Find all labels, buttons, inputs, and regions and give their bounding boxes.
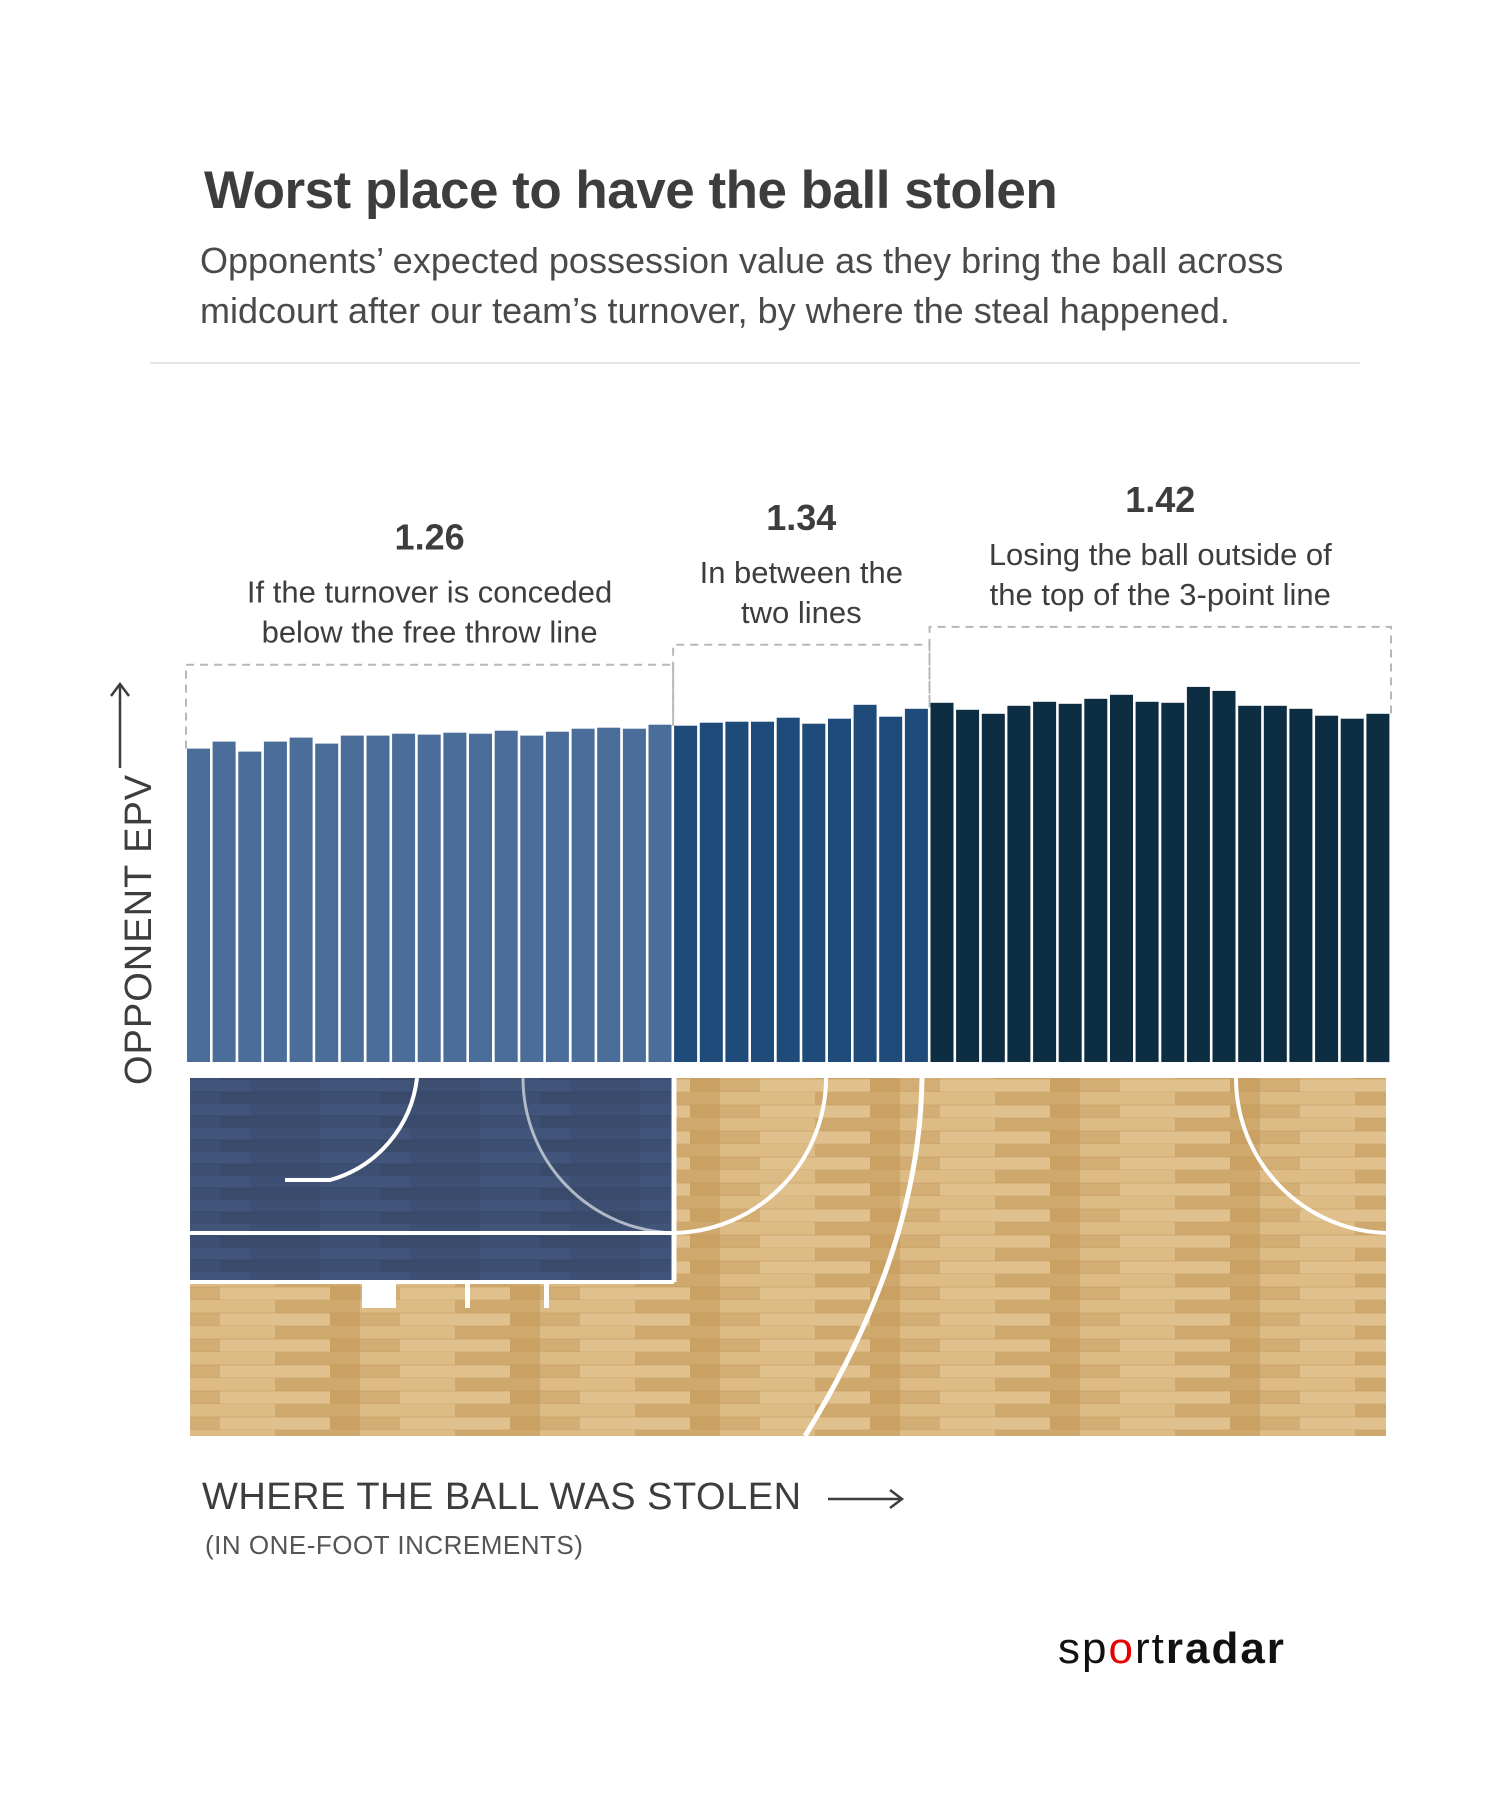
bar [1340,718,1364,1062]
x-arrow-icon [828,1489,905,1509]
zone-brackets [185,625,1392,749]
x-axis-note: (IN ONE-FOOT INCREMENTS) [205,1530,584,1560]
header-divider [150,362,1360,364]
bar [340,735,364,1062]
bar [366,735,390,1062]
logo-part-o: o [1108,1624,1135,1673]
bar [1238,705,1262,1062]
bar [648,724,672,1062]
zone-labels: below the free throw line If the turnover… [247,479,1332,650]
zone-label-line1: If the turnover is conceded [247,575,612,610]
chart-title: Worst place to have the ball stolen [204,161,1058,220]
bar [289,737,313,1062]
sportradar-logo: sportradar [1058,1624,1286,1674]
ft-circle-inner [521,1077,675,1235]
bar [956,709,980,1062]
bar [1058,703,1082,1062]
bar [904,708,928,1062]
bar [1135,701,1159,1062]
three-point-line [802,1077,925,1438]
zone-value-label: 1.26 [395,517,465,558]
bar [828,718,851,1062]
chart-subtitle: Opponents’ expected possession value as … [200,240,1284,331]
bar [1315,715,1339,1062]
bar [622,728,646,1062]
zone-label-line2: the top of the 3-point line [990,577,1331,612]
bar [443,732,467,1062]
center-circle [1234,1077,1387,1235]
y-arrow-icon [110,681,130,768]
bar [751,721,774,1062]
bar [1110,694,1133,1062]
bar [1263,705,1287,1062]
lane-hash [465,1282,470,1308]
basketball-court [190,1077,1387,1438]
bar [1161,702,1185,1062]
bar [469,733,492,1062]
zone-value-label: 1.34 [766,497,836,538]
bar [520,735,544,1062]
zone-bracket [928,625,1392,714]
zone-label-line2: two lines [741,595,862,630]
logo-part-rt: rt [1134,1624,1166,1673]
ft-circle-outer [673,1077,828,1235]
zone-bracket [185,663,675,749]
bar [494,730,518,1062]
logo-part-sp: sp [1058,1624,1109,1673]
bar [853,704,877,1062]
painted-lane [190,1078,674,1282]
restricted-arc [285,1077,419,1182]
bar [725,721,749,1062]
logo-part-radar: radar [1165,1624,1286,1673]
bar [392,733,416,1062]
bar [879,716,903,1062]
bar [315,743,339,1062]
bar [776,717,800,1062]
bar [981,713,1005,1063]
bar [187,748,210,1062]
bars-group [187,686,1390,1063]
bar [597,727,621,1062]
bar [1366,713,1390,1063]
lane-hash [544,1282,549,1308]
lane-block [362,1282,396,1308]
bar [802,723,826,1062]
bar [417,734,441,1062]
bar [1033,701,1057,1062]
bar [930,702,954,1062]
bar [571,728,595,1062]
bar [212,741,236,1062]
bar [1289,708,1313,1062]
zone-label-line1: In between the [700,555,903,590]
bar [674,725,698,1062]
zone-label-line1: Losing the ball outside of [989,537,1332,572]
zone-bracket [672,643,931,726]
zone-value-label: 1.42 [1125,479,1195,520]
bar [238,751,262,1062]
bar [545,731,569,1062]
bar [699,722,723,1062]
bar [1186,686,1210,1062]
zone-label-line2: below the free throw line [262,615,598,650]
bar [1212,690,1236,1062]
x-axis-label: WHERE THE BALL WAS STOLEN [202,1476,802,1518]
bar [1007,705,1031,1062]
bar [1084,698,1108,1062]
bar [263,741,287,1062]
